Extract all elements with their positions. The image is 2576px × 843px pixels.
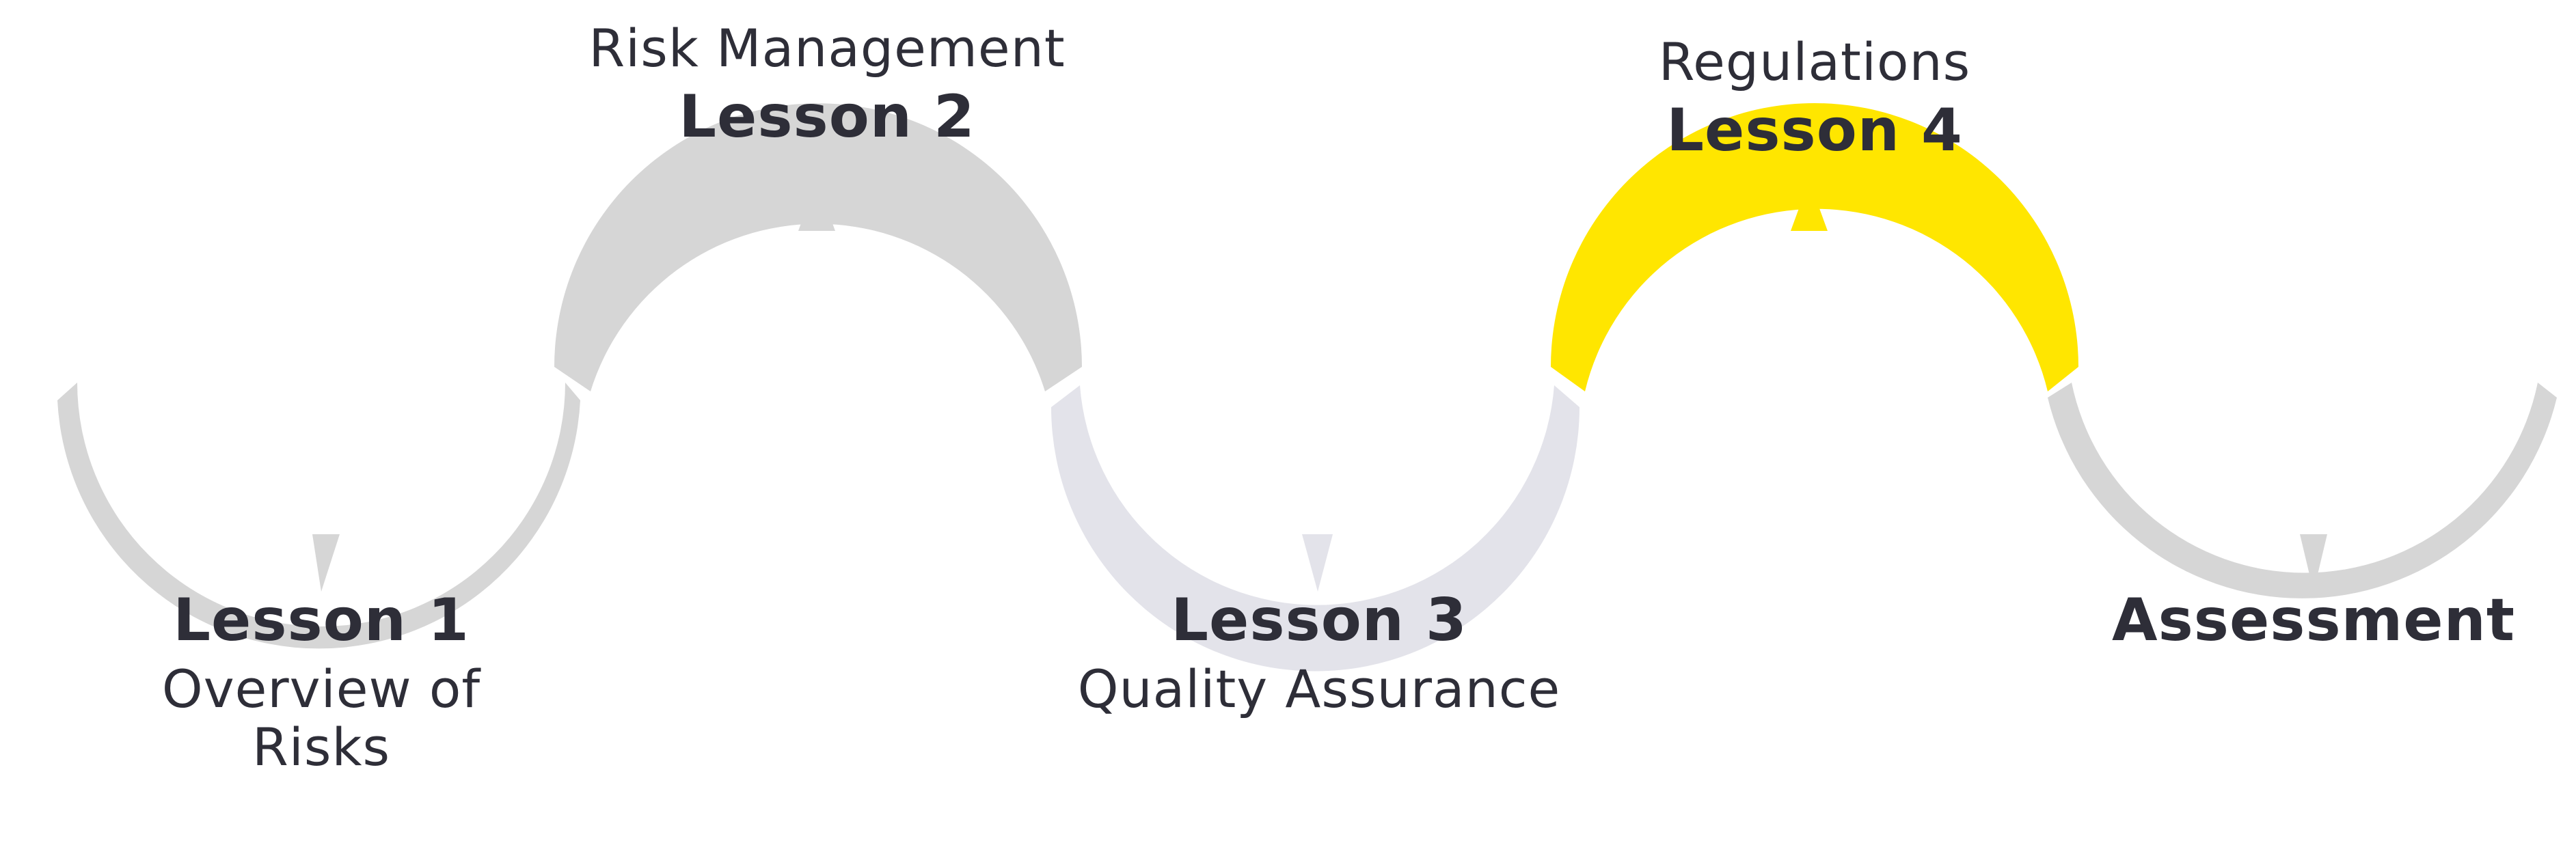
assessment-path-segment[interactable] [2048,383,2557,598]
lesson-1-path-segment[interactable] [57,383,580,649]
lesson-1-label[interactable]: Lesson 1 Overview of Risks [109,588,533,777]
lesson-2-path-segment[interactable] [554,103,1082,391]
lesson-3-subtitle: Quality Assurance [1077,659,1561,720]
lesson-1-title: Lesson 1 [173,586,470,654]
lesson-4-title: Lesson 4 [1666,96,1963,165]
lesson-2-label[interactable]: Risk Management Lesson 2 [533,19,1121,150]
lesson-2-subtitle: Risk Management [588,18,1066,79]
lesson-4-path-segment[interactable] [1551,103,2078,391]
assessment-label[interactable]: Assessment [2071,586,2556,654]
lesson-1-subtitle: Overview of Risks [161,659,481,778]
lesson-3-title: Lesson 3 [1171,586,1467,654]
lesson-4-label[interactable]: Regulations Lesson 4 [1558,31,2071,165]
lesson-2-title: Lesson 2 [679,83,975,152]
lesson-4-subtitle: Regulations [1658,31,1971,92]
lesson-3-path-segment[interactable] [1051,385,1580,672]
assessment-title: Assessment [2112,586,2515,654]
lesson-3-label[interactable]: Lesson 3 Quality Assurance [1053,586,1586,720]
